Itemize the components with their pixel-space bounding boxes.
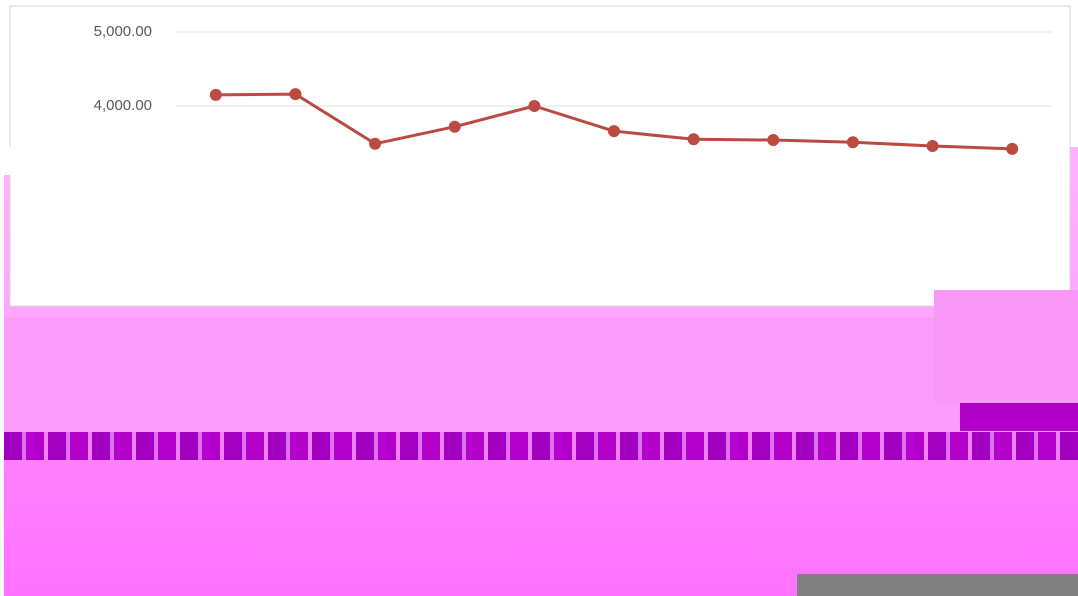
point: [767, 134, 780, 147]
point: [846, 136, 859, 149]
point: [1006, 142, 1019, 155]
overlay-gray: [797, 574, 1078, 596]
y-tick-label: 5,000.00: [94, 23, 152, 40]
point: [209, 88, 222, 101]
overlay-purple-block: [960, 403, 1078, 431]
point: [528, 100, 541, 112]
overlay-bottom: [4, 460, 1078, 596]
overlay-mid: [4, 317, 1078, 432]
point: [687, 133, 700, 146]
point: [369, 137, 382, 150]
point: [289, 88, 302, 101]
y-tick-label: 4,000.00: [94, 97, 152, 114]
point: [608, 125, 620, 138]
point: [448, 120, 461, 133]
overlay-stripe: [4, 432, 1078, 460]
overlay-right: [934, 290, 1078, 403]
chart-panel: [9, 5, 1071, 307]
overlay-gap: [0, 147, 140, 175]
point: [926, 139, 939, 152]
